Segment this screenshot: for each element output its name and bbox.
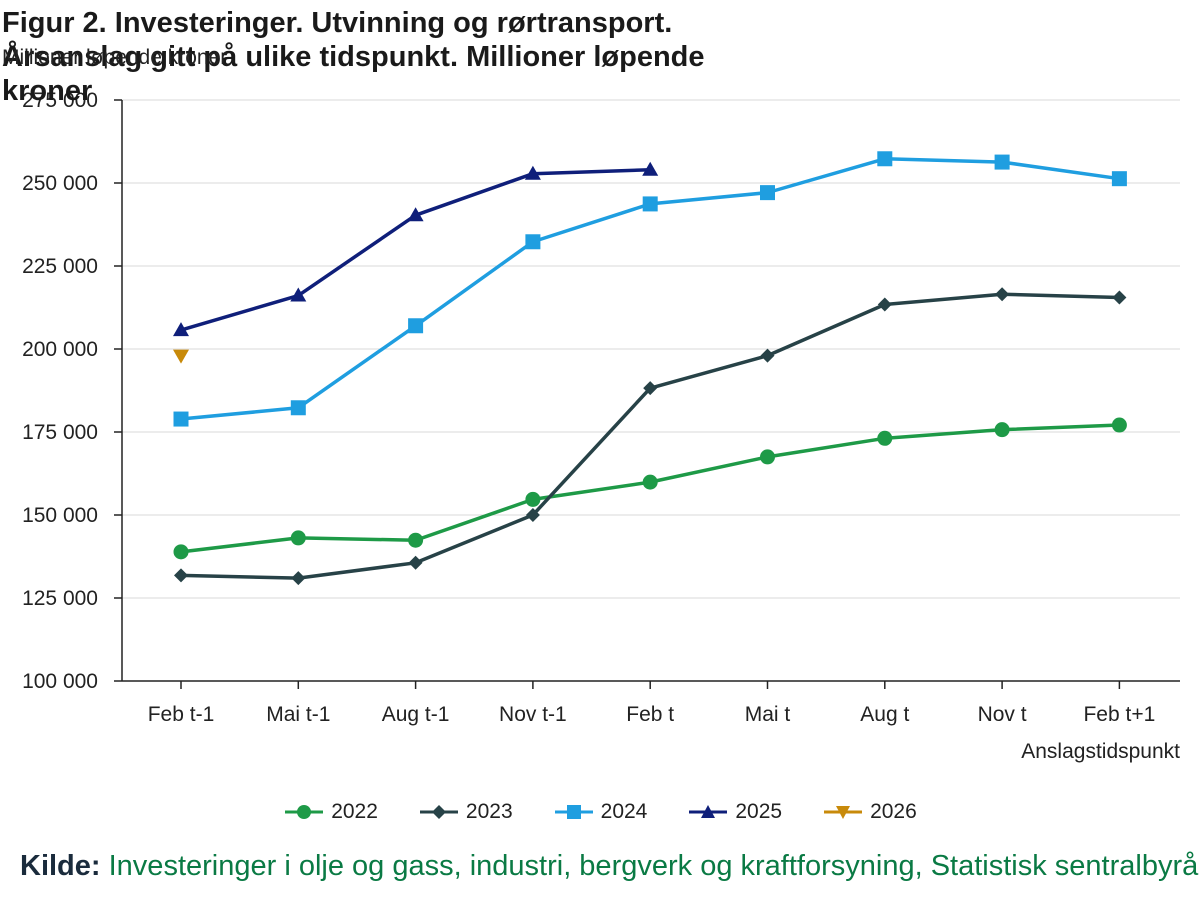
legend-label: 2022 xyxy=(331,800,378,823)
data-point-2022 xyxy=(525,491,541,507)
data-point-2024 xyxy=(290,400,306,416)
x-tick-label: Mai t xyxy=(745,703,791,726)
data-point-2025 xyxy=(524,165,541,180)
data-point-2023 xyxy=(995,287,1010,302)
data-point-2022 xyxy=(760,449,775,465)
data-point-2023 xyxy=(291,571,306,586)
legend-swatch-icon xyxy=(824,806,863,819)
source-note: Kilde: Investeringer i olje og gass, ind… xyxy=(20,850,1198,883)
data-point-2026 xyxy=(173,349,189,364)
data-point-2022 xyxy=(290,530,306,546)
x-tick-label: Feb t xyxy=(626,703,674,726)
y-tick-label: 200 000 xyxy=(22,338,98,361)
data-point-2022 xyxy=(173,544,189,560)
data-point-2024 xyxy=(1111,171,1127,187)
data-point-2023 xyxy=(877,297,892,312)
y-tick-label: 100 000 xyxy=(22,670,98,693)
data-point-2025 xyxy=(407,207,424,222)
source-label: Kilde: xyxy=(20,850,101,882)
source-text: Investeringer i olje og gass, industri, … xyxy=(108,850,1199,882)
series-line-2023 xyxy=(180,292,1120,580)
y-tick-label: 275 000 xyxy=(22,89,98,112)
legend-label: 2025 xyxy=(735,800,783,823)
chart-title: Figur 2. Investeringer. Utvinning og rør… xyxy=(2,7,705,107)
x-axis-title: Anslagstidspunkt xyxy=(1021,740,1180,763)
x-tick-label: Feb t-1 xyxy=(148,703,215,726)
y-tick-label: 250 000 xyxy=(22,172,98,195)
data-point-2024 xyxy=(760,185,775,201)
x-tick-label: Aug t-1 xyxy=(382,703,450,726)
legend-swatch-icon xyxy=(689,805,728,818)
data-point-2022 xyxy=(994,422,1010,438)
legend-item-2023[interactable]: 2023 xyxy=(418,800,513,824)
legend-label: 2024 xyxy=(600,800,648,823)
x-tick-label: Nov t-1 xyxy=(499,703,567,726)
data-point-2024 xyxy=(525,234,541,250)
y-tick-label: 225 000 xyxy=(22,255,98,278)
data-point-2024 xyxy=(994,154,1010,170)
data-point-2023 xyxy=(1112,290,1127,305)
data-point-2023 xyxy=(760,348,775,363)
x-tick-label: Nov t xyxy=(978,703,1027,726)
legend-item-2024[interactable]: 2024 xyxy=(553,800,648,824)
data-point-2022 xyxy=(408,532,424,548)
legend-label: 2023 xyxy=(465,800,513,823)
x-tick-label: Feb t+1 xyxy=(1083,703,1155,726)
data-point-2023 xyxy=(174,568,188,583)
legend-swatch-icon xyxy=(554,805,593,819)
data-point-2024 xyxy=(642,196,658,212)
legend-item-2026[interactable]: 2026 xyxy=(822,800,917,824)
y-tick-label: 125 000 xyxy=(22,587,98,610)
data-point-2022 xyxy=(642,474,658,490)
data-point-2025 xyxy=(290,287,307,302)
legend-label: 2026 xyxy=(870,800,917,823)
legend-swatch-icon xyxy=(285,805,324,819)
legend-item-2022[interactable]: 2022 xyxy=(283,800,378,824)
series-line-2025 xyxy=(180,167,651,332)
data-point-2022 xyxy=(1111,417,1127,433)
data-point-2024 xyxy=(408,318,424,334)
y-tick-label: 175 000 xyxy=(22,421,98,444)
data-point-2024 xyxy=(877,151,893,167)
legend-swatch-icon xyxy=(419,805,458,819)
data-point-2025 xyxy=(173,322,189,337)
y-axis-title: Millioner løpende kroner xyxy=(2,46,228,69)
data-point-2024 xyxy=(173,411,189,427)
data-point-2023 xyxy=(525,508,540,522)
data-point-2022 xyxy=(877,430,893,446)
data-point-2023 xyxy=(408,555,423,570)
y-tick-label: 150 000 xyxy=(22,504,98,527)
data-point-2025 xyxy=(642,161,659,176)
x-tick-label: Mai t-1 xyxy=(266,703,330,726)
legend: 2022 2023 2024 2025 2026 xyxy=(0,800,1200,824)
legend-item-2025[interactable]: 2025 xyxy=(687,800,782,824)
x-tick-label: Aug t xyxy=(860,703,909,726)
data-point-2023 xyxy=(643,381,658,396)
